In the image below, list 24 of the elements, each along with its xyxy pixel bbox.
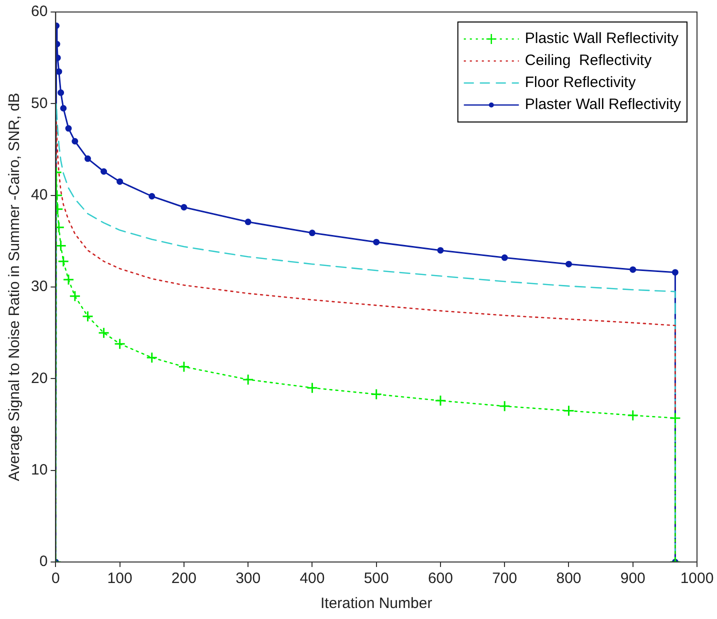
x-tick-label: 0 [52, 570, 60, 588]
y-axis-title: Average Signal to Noise Ratio in Summer -Cairo, SNR, dB [6, 92, 24, 482]
y-tick-label: 40 [30, 186, 48, 204]
x-tick-label: 200 [171, 570, 196, 588]
x-tick-label: 1000 [680, 570, 714, 588]
x-tick-label: 600 [428, 570, 453, 588]
y-tick-label: 0 [39, 553, 48, 570]
x-tick-label: 500 [364, 570, 389, 588]
x-tick-label: 700 [492, 570, 518, 588]
legend-label: Plaster Wall Reflectivity [524, 96, 682, 114]
y-tick-label: 10 [30, 461, 48, 478]
x-tick-label: 100 [107, 570, 132, 588]
x-tick-label: 900 [620, 570, 646, 588]
y-tick-label: 20 [30, 370, 48, 387]
y-tick-label: 50 [30, 94, 48, 112]
x-tick-label: 300 [236, 570, 261, 588]
x-tick-label: 800 [556, 570, 582, 588]
legend-label: Floor Reflectivity [524, 74, 636, 92]
legend-label: Ceiling Reflectivity [524, 52, 652, 70]
x-axis-title: Iteration Number [320, 595, 432, 612]
legend-label: Plastic Wall Reflectivity [524, 30, 679, 48]
y-tick-label: 30 [30, 278, 48, 296]
x-tick-label: 400 [300, 570, 325, 588]
y-tick-label: 60 [30, 3, 48, 20]
